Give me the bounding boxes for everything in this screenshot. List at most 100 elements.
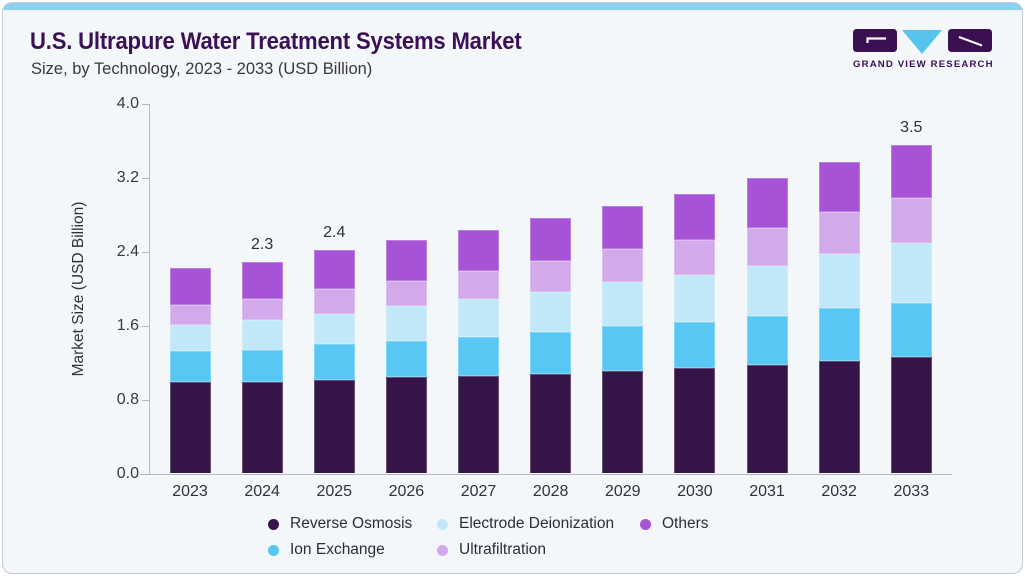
- bar-segment-reverse-osmosis: [458, 375, 500, 473]
- y-tick-mark: [142, 252, 149, 253]
- x-tick-label-2031: 2031: [749, 483, 785, 500]
- x-tick-label-2024: 2024: [244, 483, 280, 500]
- bar-segment-others: [458, 229, 500, 272]
- bar-2029: [602, 205, 644, 473]
- bar-segment-reverse-osmosis: [530, 374, 572, 473]
- bar-segment-ion-exchange: [313, 343, 355, 380]
- bar-segment-electrode-deionization: [602, 281, 644, 326]
- bar-segment-ultrafiltration: [169, 304, 211, 326]
- legend: Reverse Osmosis Ion Exchange Electrode Dei…: [268, 511, 709, 563]
- bar-2023: [169, 267, 211, 473]
- bar-segment-ultrafiltration: [458, 271, 500, 300]
- bar-segment-electrode-deionization: [746, 265, 788, 316]
- bar-segment-ion-exchange: [530, 332, 572, 375]
- bar-segment-others: [890, 144, 932, 199]
- bar-segment-ion-exchange: [890, 302, 932, 358]
- legend-item-ultrafiltration: Ultrafiltration: [437, 537, 640, 563]
- bar-segment-electrode-deionization: [818, 253, 860, 309]
- bar-segment-ion-exchange: [602, 325, 644, 372]
- bar-segment-others: [818, 162, 860, 213]
- legend-label: Electrode Deionization: [459, 515, 615, 532]
- bar-segment-others: [169, 267, 211, 305]
- y-tick-label: 3.2: [116, 169, 139, 186]
- chart-title: U.S. Ultrapure Water Treatment Systems M…: [30, 28, 522, 55]
- x-tick-label-2027: 2027: [460, 483, 497, 500]
- y-axis-title: Market Size (USD Billion): [70, 201, 87, 377]
- bar-segment-ultrafiltration: [674, 239, 716, 276]
- bar-segment-reverse-osmosis: [602, 371, 644, 473]
- bar-segment-ultrafiltration: [530, 261, 572, 292]
- accent-strip: [3, 3, 1022, 10]
- bar-segment-ultrafiltration: [241, 299, 283, 321]
- x-tick-label-2030: 2030: [677, 483, 713, 500]
- bar-segment-ultrafiltration: [818, 212, 860, 254]
- legend-label: Ion Exchange: [290, 541, 385, 558]
- chart-subtitle: Size, by Technology, 2023 - 2033 (USD Bi…: [31, 59, 373, 78]
- bar-segment-reverse-osmosis: [674, 368, 716, 473]
- legend-label: Reverse Osmosis: [290, 515, 413, 532]
- gvr-logo-icon: [853, 29, 992, 54]
- bar-2033: [890, 144, 932, 473]
- plot-area: 0.0 0.8 1.6 2.4 3.2 4.0 2.3 2.4 3.5 2023 2024 202…: [117, 95, 952, 500]
- legend-item-ion-exchange: Ion Exchange: [268, 537, 437, 563]
- y-tick-label: 4.0: [116, 95, 139, 112]
- y-tick-label: 0.0: [116, 465, 139, 482]
- bar-segment-electrode-deionization: [458, 299, 500, 338]
- bar-2031: [746, 177, 788, 473]
- y-tick-label: 0.8: [116, 391, 139, 408]
- bar-segment-ultrafiltration: [385, 280, 427, 306]
- x-axis-line: [140, 474, 952, 475]
- y-tick-mark: [142, 104, 149, 105]
- bar-segment-ion-exchange: [746, 315, 788, 365]
- legend-swatch-icon: [268, 518, 279, 530]
- bar-segment-ultrafiltration: [890, 198, 932, 243]
- y-tick-mark: [142, 326, 149, 327]
- bar-segment-ion-exchange: [241, 349, 283, 383]
- bar-2032: [818, 162, 860, 473]
- bar-2027: [458, 229, 500, 473]
- legend-label: Others: [662, 515, 709, 532]
- legend-label: Ultrafiltration: [459, 541, 546, 558]
- legend-swatch-icon: [268, 544, 279, 556]
- legend-column: Reverse Osmosis Ion Exchange: [268, 511, 437, 563]
- x-tick-label-2028: 2028: [532, 483, 569, 500]
- bar-segment-electrode-deionization: [890, 242, 932, 303]
- bar-segment-ion-exchange: [385, 340, 427, 377]
- bar-segment-ultrafiltration: [313, 288, 355, 314]
- bar-segment-reverse-osmosis: [818, 361, 860, 473]
- bar-segment-electrode-deionization: [674, 275, 716, 323]
- bar-segment-others: [746, 177, 788, 228]
- legend-column: Others: [640, 511, 709, 563]
- bar-segment-reverse-osmosis: [746, 364, 788, 473]
- legend-item-others: Others: [640, 511, 709, 537]
- bar-segment-others: [313, 250, 355, 289]
- legend-column: Electrode Deionization Ultrafiltration: [437, 511, 640, 563]
- legend-item-electrode-deionization: Electrode Deionization: [437, 511, 640, 537]
- grand-view-research-logo: GRAND VIEW RESEARCH: [853, 28, 999, 72]
- x-tick-label-2025: 2025: [316, 483, 353, 500]
- bar-2026: [385, 239, 427, 473]
- y-axis-line: [149, 104, 150, 475]
- bar-segment-reverse-osmosis: [169, 382, 211, 473]
- legend-swatch-icon: [437, 544, 448, 556]
- bar-segment-reverse-osmosis: [385, 376, 427, 473]
- bar-total-label-2024: 2.3: [251, 236, 274, 254]
- bar-segment-ion-exchange: [674, 322, 716, 369]
- bar-segment-others: [674, 193, 716, 240]
- bar-segment-electrode-deionization: [313, 313, 355, 344]
- bar-segment-reverse-osmosis: [890, 357, 932, 473]
- bar-segment-electrode-deionization: [241, 320, 283, 350]
- bar-segment-ion-exchange: [818, 308, 860, 362]
- bar-total-label-2033: 3.5: [900, 118, 923, 136]
- bar-segment-electrode-deionization: [530, 291, 572, 333]
- x-tick-label-2023: 2023: [172, 483, 208, 500]
- bar-segment-others: [530, 217, 572, 262]
- brand-name: GRAND VIEW RESEARCH: [853, 59, 994, 70]
- y-tick-mark: [142, 474, 149, 475]
- bar-segment-reverse-osmosis: [241, 382, 283, 473]
- y-tick-label: 2.4: [116, 243, 139, 260]
- bar-segment-others: [241, 262, 283, 300]
- bar-2028: [530, 217, 572, 473]
- legend-swatch-icon: [437, 518, 448, 530]
- y-tick-mark: [142, 400, 149, 401]
